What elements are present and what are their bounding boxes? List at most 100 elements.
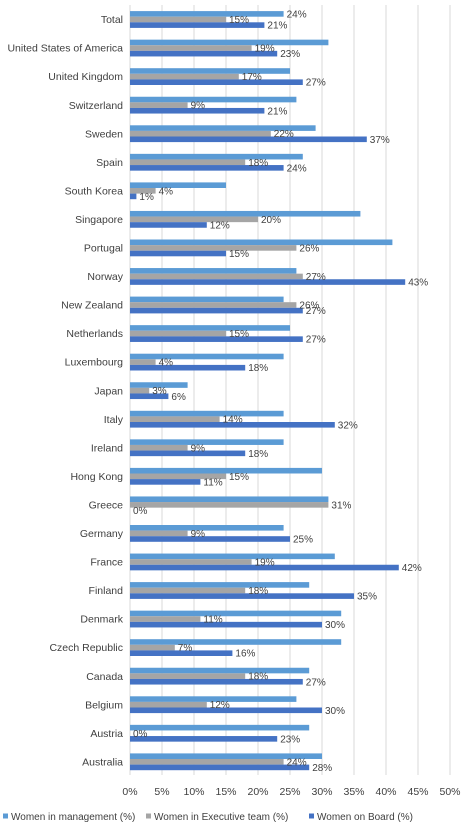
legend-swatch <box>146 813 151 819</box>
bar <box>130 22 265 28</box>
gridlines <box>129 5 451 775</box>
bar <box>130 336 303 342</box>
category-label: Portugal <box>84 243 123 255</box>
data-label: 27% <box>306 677 326 688</box>
data-labels: 24% 15% 21% 19% 23% 17% 27% 9% 21% 22% 37% 18% 24% 4%… <box>133 9 428 774</box>
x-tick-label: 35% <box>343 786 364 798</box>
legend-item: Women on Board (%) <box>309 812 413 823</box>
x-tick-label: 15% <box>215 786 236 798</box>
data-label: 31% <box>331 500 351 511</box>
bars <box>130 11 406 771</box>
bar <box>130 582 310 588</box>
data-label: 18% <box>248 449 268 460</box>
data-label: 35% <box>357 592 377 603</box>
data-label: 23% <box>280 734 300 745</box>
category-label: France <box>90 557 123 569</box>
bar <box>130 330 226 337</box>
bar <box>130 444 188 451</box>
bar <box>130 165 284 171</box>
bar <box>130 393 169 400</box>
bar <box>130 610 342 617</box>
bar <box>130 79 303 85</box>
data-label: 23% <box>280 49 300 60</box>
category-labels: Total United States of America United King… <box>7 14 123 768</box>
bar <box>130 467 322 474</box>
bar <box>130 130 271 137</box>
bar <box>130 587 246 594</box>
data-label: 21% <box>267 106 287 117</box>
bar <box>130 416 220 422</box>
data-label: 24% <box>287 163 307 174</box>
data-label: 9% <box>191 101 206 112</box>
bar <box>130 107 265 114</box>
data-label: 43% <box>408 278 428 289</box>
legend: Women in management (%) Women in Executiv… <box>3 812 413 823</box>
category-label: Luxembourg <box>65 357 124 369</box>
category-label: United States of America <box>7 43 123 55</box>
data-label: 15% <box>229 249 249 260</box>
bar <box>130 559 252 565</box>
bar <box>130 616 201 622</box>
bar <box>130 102 188 108</box>
x-tick-label: 25% <box>279 786 300 798</box>
category-label: Spain <box>96 157 123 169</box>
category-label: Denmark <box>80 614 123 626</box>
data-label: 15% <box>229 472 249 483</box>
data-label: 22% <box>274 129 294 140</box>
data-label: 37% <box>370 135 390 146</box>
x-tick-label: 20% <box>247 786 268 798</box>
data-label: 9% <box>191 443 206 454</box>
bar <box>130 678 303 685</box>
category-label: Canada <box>86 671 123 683</box>
bar <box>130 45 252 51</box>
bar <box>130 410 284 417</box>
data-label: 27% <box>306 306 326 317</box>
bar <box>130 210 361 217</box>
data-label: 19% <box>255 44 275 55</box>
bar <box>130 667 310 674</box>
category-label: Japan <box>94 385 123 397</box>
bar <box>130 268 297 274</box>
bar <box>130 696 297 702</box>
data-label: 7% <box>178 643 193 654</box>
bar <box>130 353 284 360</box>
bar <box>130 593 354 599</box>
bar <box>130 439 284 445</box>
bar <box>130 450 246 457</box>
bar <box>130 759 284 765</box>
bar <box>130 387 150 394</box>
bar <box>130 382 188 388</box>
bar <box>130 273 303 280</box>
category-label: Hong Kong <box>70 471 123 483</box>
category-label: Sweden <box>85 128 123 140</box>
data-label: 18% <box>248 672 268 683</box>
data-label: 27% <box>306 272 326 283</box>
category-label: Norway <box>87 271 123 283</box>
bar <box>130 302 297 308</box>
data-label: 30% <box>325 706 345 717</box>
bar <box>130 701 207 708</box>
bar <box>130 73 239 80</box>
data-label: 26% <box>299 243 319 254</box>
category-label: South Korea <box>65 185 124 197</box>
category-label: Singapore <box>75 214 123 226</box>
legend-swatch <box>3 813 8 819</box>
category-label: Australia <box>82 756 123 768</box>
legend-item: Women in Executive team (%) <box>146 812 288 823</box>
bar <box>130 11 284 17</box>
bar <box>130 673 246 679</box>
bar <box>130 125 316 131</box>
data-label: 24% <box>287 9 307 20</box>
bar <box>130 553 335 560</box>
bar <box>130 239 393 246</box>
bar <box>130 245 297 251</box>
category-label: Germany <box>80 528 124 540</box>
bar <box>130 250 226 257</box>
legend-item: Women in management (%) <box>3 812 135 823</box>
data-label: 15% <box>229 15 249 26</box>
bar <box>130 496 329 503</box>
data-label: 26% <box>299 301 319 312</box>
category-label: Switzerland <box>69 100 123 112</box>
bar <box>130 530 188 537</box>
